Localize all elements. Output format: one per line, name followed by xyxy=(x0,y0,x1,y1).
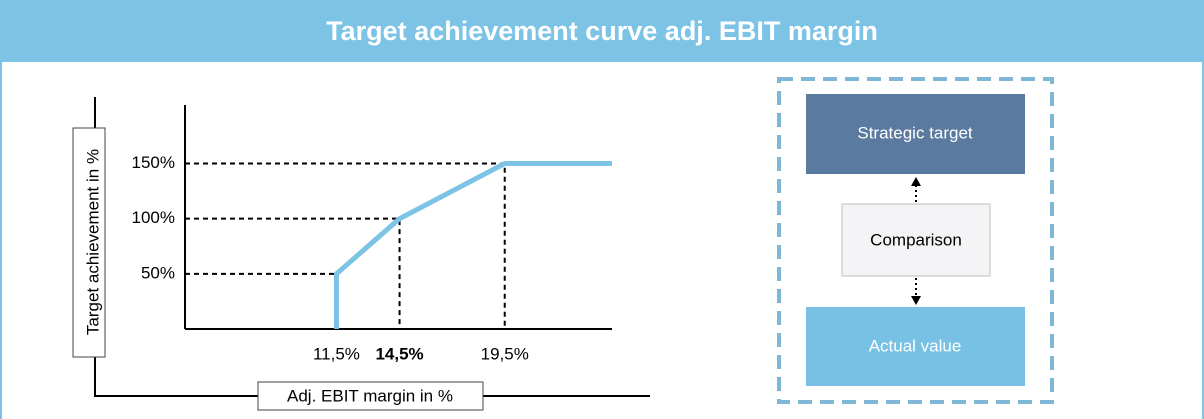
x-tick-label: 14,5% xyxy=(375,344,423,363)
y-tick-label: 150% xyxy=(132,153,175,172)
reference-line xyxy=(185,217,401,329)
arrow-head xyxy=(911,177,921,186)
y-label-box xyxy=(72,127,106,358)
y-axis-label: Target achievement in % xyxy=(83,149,102,335)
title: Target achievement curve adj. EBIT margi… xyxy=(326,16,878,46)
x-label-box xyxy=(257,381,484,411)
arrow-head xyxy=(911,296,921,305)
diagram: Strategic target Comparison Actual value xyxy=(777,77,1054,404)
x-axis-label: Adj. EBIT margin in % xyxy=(287,386,453,405)
node xyxy=(806,94,1025,174)
reference-line xyxy=(185,272,338,329)
node xyxy=(806,307,1025,386)
node-label: Actual value xyxy=(869,336,962,355)
plot: 50% 100% 150% 11,5% 14,5% 19,5% xyxy=(132,105,612,363)
x-tick-label: 11,5% xyxy=(313,344,360,363)
header xyxy=(0,0,1204,62)
node-label: Comparison xyxy=(870,230,962,249)
line xyxy=(333,160,612,329)
axis-brackets: Target achievement in % Adj. EBIT margin… xyxy=(72,97,650,411)
x-tick-label: 19,5% xyxy=(481,344,529,363)
diagram-frame xyxy=(777,77,1054,404)
node xyxy=(841,203,991,277)
node-label: Strategic target xyxy=(857,123,973,142)
y-tick-label: 50% xyxy=(141,263,175,282)
y-tick-label: 100% xyxy=(132,208,175,227)
